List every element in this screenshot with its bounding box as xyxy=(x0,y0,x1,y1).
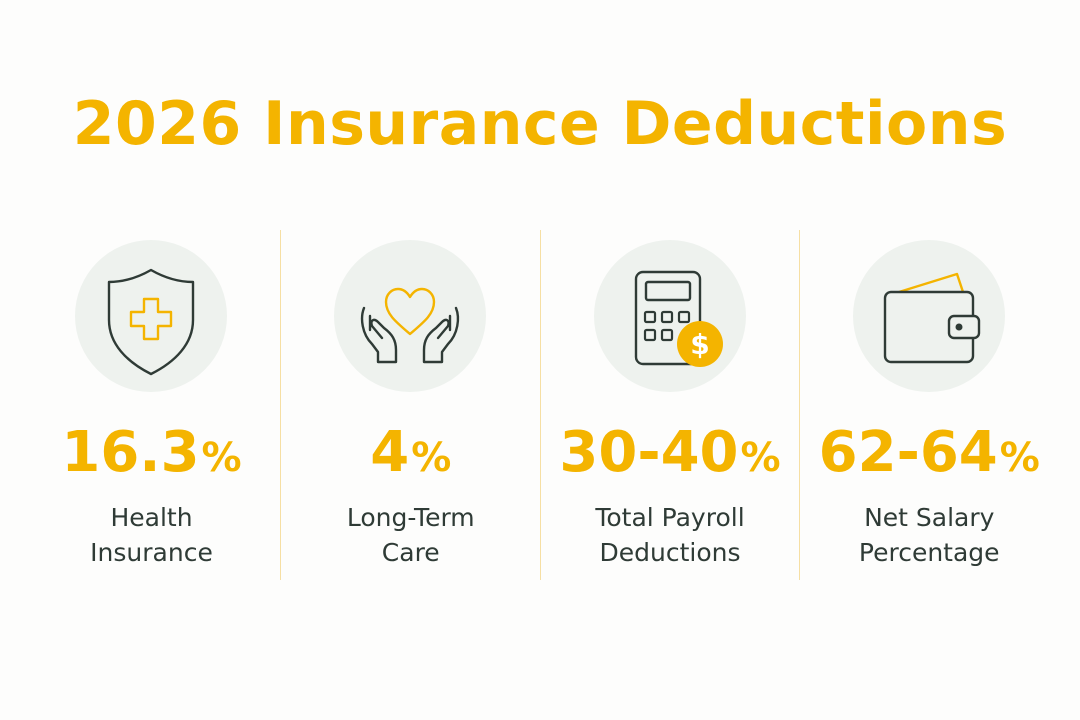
stat-label: Long-Term Care xyxy=(281,500,540,570)
stat-label-line1: Health xyxy=(110,503,193,532)
heart-hands-icon xyxy=(334,240,487,392)
stat-unit: % xyxy=(411,435,452,481)
stat-health-insurance: 16.3% Health Insurance xyxy=(22,230,280,580)
stat-value: 16.3% xyxy=(22,418,281,501)
stat-label-line2: Care xyxy=(381,538,440,567)
stat-number: 30-40 xyxy=(559,420,739,485)
stat-value: 4% xyxy=(281,418,540,501)
stat-value: 62-64% xyxy=(800,418,1059,501)
stat-label-line2: Percentage xyxy=(858,538,1000,567)
page-title: 2026 Insurance Deductions xyxy=(72,89,1008,159)
stat-number: 4 xyxy=(370,420,410,485)
stat-label: Net Salary Percentage xyxy=(800,500,1059,570)
stat-label-line1: Long-Term xyxy=(346,503,475,532)
stat-label-line1: Total Payroll xyxy=(595,503,745,532)
shield-plus-icon xyxy=(75,240,228,392)
stat-label-line2: Deductions xyxy=(599,538,741,567)
stat-label-line2: Insurance xyxy=(90,538,213,567)
stat-number: 16.3 xyxy=(61,420,200,485)
svg-text:$: $ xyxy=(690,328,709,361)
stats-row: 16.3% Health Insurance 4% Long-Term Care xyxy=(22,230,1058,580)
stat-unit: % xyxy=(740,435,781,481)
stat-value: 30-40% xyxy=(541,418,800,501)
stat-label: Total Payroll Deductions xyxy=(541,500,800,570)
stat-long-term-care: 4% Long-Term Care xyxy=(280,230,539,580)
stat-net-salary-percentage: 62-64% Net Salary Percentage xyxy=(798,230,1059,580)
stat-label: Health Insurance xyxy=(22,500,281,570)
calculator-dollar-icon: $ xyxy=(593,240,746,392)
wallet-icon xyxy=(852,240,1005,392)
stat-unit: % xyxy=(999,435,1040,481)
stat-unit: % xyxy=(201,435,242,481)
stat-label-line1: Net Salary xyxy=(864,503,995,532)
stat-number: 62-64 xyxy=(818,420,998,485)
stat-total-payroll-deductions: $ 30-40% Total Payroll Deductions xyxy=(539,230,800,580)
